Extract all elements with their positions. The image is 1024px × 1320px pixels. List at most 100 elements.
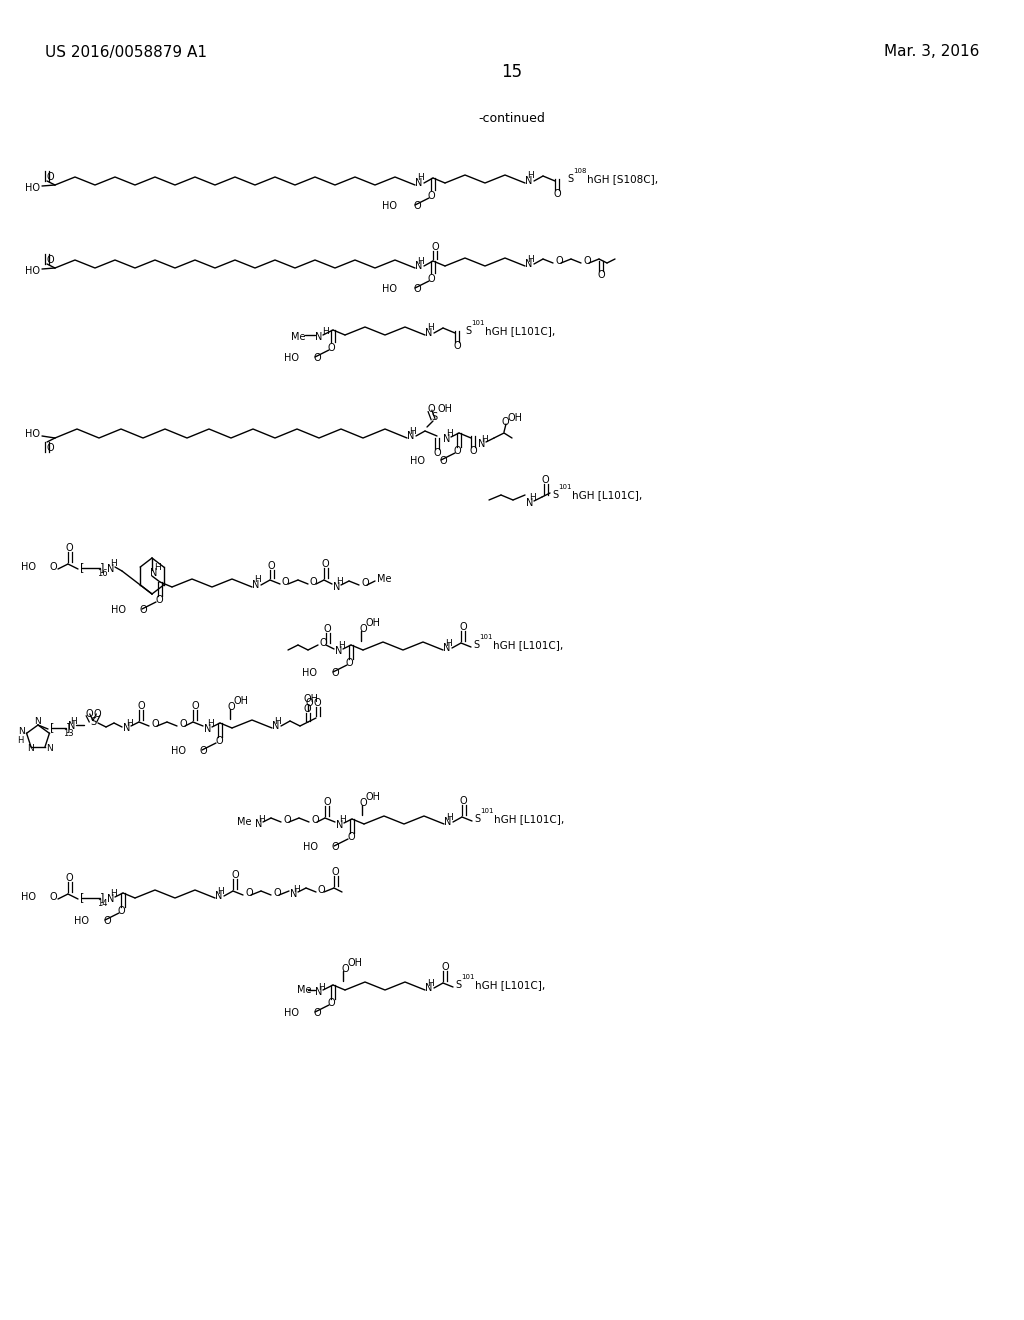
Text: O: O	[50, 892, 57, 902]
Text: O: O	[273, 888, 281, 898]
Text: O: O	[268, 561, 275, 572]
Text: O: O	[324, 624, 332, 634]
Text: HO: HO	[111, 605, 126, 615]
Text: H: H	[70, 717, 77, 726]
Text: ]: ]	[66, 722, 71, 733]
Text: 16: 16	[97, 569, 108, 578]
Text: Me: Me	[377, 574, 391, 583]
Text: O: O	[597, 271, 604, 280]
Text: S: S	[431, 412, 437, 422]
Text: HO: HO	[284, 352, 299, 363]
Text: H: H	[409, 426, 416, 436]
Text: N: N	[425, 327, 432, 338]
Text: H: H	[527, 255, 534, 264]
Text: O: O	[311, 814, 318, 825]
Text: O: O	[155, 595, 163, 605]
Text: O: O	[319, 638, 328, 648]
Text: O: O	[200, 746, 208, 756]
Text: O: O	[322, 558, 330, 569]
Text: O: O	[332, 842, 340, 851]
Text: O: O	[470, 446, 477, 455]
Text: hGH [L101C],: hGH [L101C],	[485, 326, 555, 337]
Text: HO: HO	[410, 455, 425, 466]
Text: Me: Me	[298, 985, 312, 995]
Text: HO: HO	[284, 1008, 299, 1018]
Text: O: O	[555, 256, 562, 267]
Text: Mar. 3, 2016: Mar. 3, 2016	[884, 45, 979, 59]
Text: N: N	[526, 498, 534, 508]
Text: 13: 13	[63, 730, 74, 738]
Text: HO: HO	[302, 668, 317, 678]
Text: H: H	[110, 890, 117, 899]
Text: N: N	[204, 723, 211, 734]
Text: O: O	[361, 578, 369, 587]
Text: O: O	[140, 605, 147, 615]
Text: O: O	[118, 906, 126, 916]
Text: H: H	[417, 256, 424, 265]
Text: O: O	[328, 998, 336, 1008]
Text: HO: HO	[22, 892, 36, 902]
Text: N: N	[478, 440, 485, 449]
Text: O: O	[360, 799, 368, 808]
Text: H: H	[427, 323, 434, 333]
Text: S: S	[567, 174, 573, 183]
Text: 101: 101	[471, 319, 484, 326]
Text: S: S	[455, 979, 461, 990]
Text: 101: 101	[558, 484, 571, 490]
Text: N: N	[525, 176, 532, 186]
Text: N: N	[106, 564, 115, 574]
Text: H: H	[481, 434, 487, 444]
Text: H: H	[445, 639, 452, 648]
Text: H: H	[254, 576, 261, 585]
Text: O: O	[94, 709, 101, 719]
Text: H: H	[336, 578, 343, 586]
Text: O: O	[313, 352, 321, 363]
Text: N: N	[444, 817, 452, 828]
Text: O: O	[332, 867, 340, 876]
Text: 101: 101	[479, 634, 493, 640]
Text: H: H	[338, 642, 345, 651]
Text: O: O	[46, 172, 54, 182]
Text: O: O	[341, 964, 348, 974]
Text: O: O	[323, 797, 331, 807]
Text: N: N	[150, 568, 158, 578]
Text: O: O	[441, 962, 449, 972]
Text: 101: 101	[480, 808, 494, 814]
Text: H: H	[446, 429, 453, 438]
Text: O: O	[413, 284, 421, 294]
Text: O: O	[428, 191, 435, 201]
Text: O: O	[283, 814, 291, 825]
Text: O: O	[50, 562, 57, 572]
Text: ]: ]	[100, 892, 104, 902]
Text: O: O	[454, 341, 462, 351]
Text: O: O	[431, 242, 438, 252]
Text: H: H	[258, 814, 265, 824]
Text: O: O	[542, 475, 550, 484]
Text: H: H	[339, 816, 346, 825]
Text: H: H	[529, 494, 536, 503]
Text: O: O	[228, 702, 236, 711]
Text: H: H	[217, 887, 224, 895]
Text: HO: HO	[303, 842, 318, 851]
Text: HO: HO	[171, 746, 186, 756]
Text: N: N	[106, 894, 115, 904]
Text: O: O	[304, 704, 311, 714]
Text: O: O	[151, 719, 159, 729]
Text: N: N	[315, 987, 323, 997]
Text: O: O	[282, 577, 290, 587]
Text: O: O	[215, 737, 222, 746]
Text: 15: 15	[502, 63, 522, 81]
Text: O: O	[331, 668, 339, 678]
Text: HO: HO	[25, 183, 40, 193]
Text: OH: OH	[304, 694, 319, 704]
Text: HO: HO	[22, 562, 36, 572]
Text: hGH [L101C],: hGH [L101C],	[475, 979, 545, 990]
Text: N: N	[415, 178, 422, 187]
Text: ]: ]	[100, 562, 104, 572]
Text: O: O	[318, 884, 326, 895]
Text: HO: HO	[382, 284, 397, 294]
Text: N: N	[415, 261, 422, 271]
Text: N: N	[27, 744, 34, 754]
Text: O: O	[413, 201, 421, 211]
Text: N: N	[315, 333, 323, 342]
